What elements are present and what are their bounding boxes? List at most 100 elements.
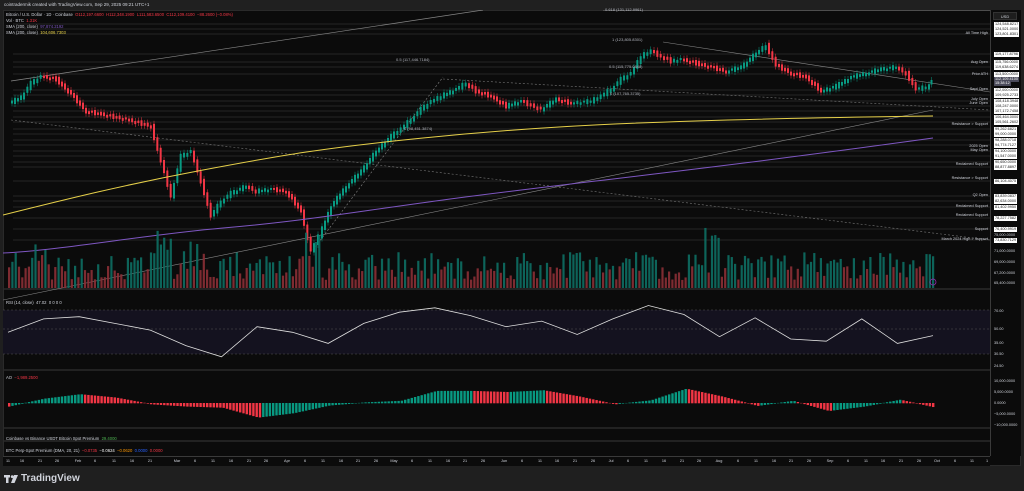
change-value: −88.2600 (−0.08%): [197, 12, 233, 17]
level-tag[interactable]: 2025 Open: [969, 144, 988, 148]
price-axis-label: 88,877.8897: [994, 165, 1018, 170]
premium-label[interactable]: Coinbase vs Binance USDT Bitcoin Spot Pr…: [6, 436, 100, 441]
level-tag[interactable]: Resistance > Support: [951, 176, 988, 180]
level-tag[interactable]: Aug Open: [970, 60, 988, 64]
fib-level-tag[interactable]: 0.618 (131,112.9961): [605, 7, 643, 12]
price-axis-label: 83,839.0837: [994, 194, 1018, 199]
level-tag[interactable]: June Open: [969, 101, 988, 105]
level-tag[interactable]: Prior ATH: [971, 72, 988, 76]
price-axis-label: 94,100.0000: [994, 149, 1018, 154]
tradingview-logo-text: TradingView: [21, 473, 80, 484]
chart-canvas[interactable]: [3, 10, 990, 456]
price-axis-label: 99,000.0000: [994, 132, 1018, 137]
perp-label[interactable]: BTC Perp-Spot Premium (DMA, 20, 21): [6, 448, 80, 453]
close-value: 112,109.4100: [169, 12, 195, 17]
time-axis-tick: 21: [788, 459, 794, 463]
price-axis-label: 99,262.6821: [994, 127, 1018, 132]
time-axis-tick: 21: [246, 459, 252, 463]
high-label: H: [106, 12, 110, 17]
time-axis-tick: 16: [445, 459, 451, 463]
price-axis-label: 123,801.8301: [994, 32, 1020, 37]
price-axis[interactable]: 124,548.8217 124,521.0000 123,801.8301 119,…: [990, 10, 1021, 456]
high-value: 112,348.1900: [109, 12, 135, 17]
price-axis-label: 124,521.0000: [994, 27, 1020, 32]
symbol-title[interactable]: Bitcoin / U.S. Dollar · 1D · Coinbase: [6, 12, 73, 17]
sma-purple-row: SMA (200, close) 97,874.2192: [6, 24, 233, 30]
rsi-label[interactable]: RSI (14, close): [6, 300, 34, 305]
fib-level-tag[interactable]: 0 (98,451.3874): [404, 126, 433, 131]
price-axis-label: 75,000.0000: [994, 233, 1016, 237]
time-axis-tick: Oct: [934, 459, 940, 463]
time-axis-tick: 11: [754, 459, 758, 463]
time-axis-tick: 11: [112, 459, 116, 463]
currency-button[interactable]: USD: [993, 12, 1017, 20]
price-axis-label: 70.00: [994, 309, 1004, 313]
sma-yellow-value: 104,606.7303: [40, 30, 66, 35]
price-axis-label: 105,561.2602: [994, 120, 1020, 125]
low-label: L: [136, 12, 140, 17]
chart-area[interactable]: [3, 10, 990, 456]
tradingview-logo[interactable]: TradingView: [4, 473, 80, 484]
perp-legend: BTC Perp-Spot Premium (DMA, 20, 21) −0.0…: [6, 448, 163, 454]
volume-row: Vol · BTC 1.31K: [6, 18, 233, 24]
price-axis-label: 69,000.0000: [994, 260, 1016, 264]
price-axis-label: 30.50: [994, 352, 1004, 356]
perp-value-5: 0.0000: [149, 448, 163, 453]
attribution-text: cointradermik created with TradingView.c…: [4, 2, 150, 7]
time-axis[interactable]: 11 16 21 26 Feb 6 11 16 21 Mar 6 11 16 21 26 Apr 6 11 16 21…: [3, 456, 990, 466]
level-tag[interactable]: July Open: [970, 97, 988, 101]
time-axis-tick: Sep: [826, 459, 834, 463]
level-tag[interactable]: Resistance > Support: [951, 122, 988, 126]
level-tag[interactable]: March 2024 High > Support: [941, 237, 988, 241]
time-axis-tick: 16: [771, 459, 777, 463]
rsi-value: 47.02: [36, 300, 47, 305]
fib-level-tag[interactable]: 0.5 (115,775.0848): [609, 64, 643, 69]
price-axis-label: 81,402.9950: [994, 205, 1018, 210]
time-axis-tick: 11: [970, 459, 974, 463]
time-axis-tick: 26: [916, 459, 922, 463]
price-axis-label: 94,774.7127: [994, 143, 1018, 148]
time-axis-tick: 21: [462, 459, 468, 463]
time-axis-tick: 6: [736, 459, 740, 463]
low-value: 111,583.6500: [139, 12, 165, 17]
price-axis-label: 82,634.0000: [994, 199, 1018, 204]
fib-level-tag[interactable]: 0 (107,765.3735): [610, 91, 641, 96]
price-axis-label: 35.00: [994, 341, 1004, 345]
time-axis-tick: 26: [263, 459, 269, 463]
time-axis-tick: 11: [864, 459, 868, 463]
fib-level-tag[interactable]: 0.5 (117,446.7184): [396, 57, 430, 62]
time-axis-tick: 21: [898, 459, 904, 463]
time-axis-tick: Jun: [500, 459, 508, 463]
time-axis-tick: 6: [953, 459, 957, 463]
level-tag[interactable]: Reclaimed Support: [955, 162, 988, 166]
time-axis-tick: 6: [626, 459, 630, 463]
close-label: C: [166, 12, 170, 17]
level-tag[interactable]: Reclaimed Support: [955, 213, 988, 217]
level-tag[interactable]: All Time High: [965, 31, 988, 35]
price-axis-label: 113,500.0000: [994, 72, 1019, 77]
sma-yellow-label[interactable]: SMA (200, close): [6, 30, 38, 35]
price-axis-label: 108,418.3948: [994, 99, 1020, 104]
time-axis-tick: 11: [6, 459, 10, 463]
time-axis-tick: 26: [54, 459, 60, 463]
fib-level-tag[interactable]: 1 (123,805.8301): [612, 37, 643, 42]
level-tag[interactable]: Sept Open: [969, 87, 988, 91]
volume-label[interactable]: Vol · BTC: [6, 18, 24, 23]
sma-purple-label[interactable]: SMA (200, close): [6, 24, 38, 29]
volume-value: 1.31K: [26, 18, 38, 23]
time-axis-tick: May: [390, 459, 398, 463]
time-axis-tick: 6: [303, 459, 307, 463]
time-axis-tick: 11: [428, 459, 432, 463]
time-axis-tick: 26: [373, 459, 379, 463]
time-axis-tick: Jul: [608, 459, 614, 463]
level-tag[interactable]: May Open: [970, 148, 988, 152]
time-axis-tick: 16: [880, 459, 886, 463]
tradingview-logo-icon: [4, 474, 18, 483]
ao-label[interactable]: AO: [6, 375, 13, 380]
level-tag[interactable]: Support: [974, 227, 988, 231]
time-axis-tick: 16: [338, 459, 344, 463]
open-value: 112,197.6600: [78, 12, 104, 17]
level-tag[interactable]: Q2 Open: [972, 193, 988, 197]
level-tag[interactable]: Reclaimed Support: [955, 204, 988, 208]
ao-legend: AO −1,989.2500: [6, 375, 38, 381]
